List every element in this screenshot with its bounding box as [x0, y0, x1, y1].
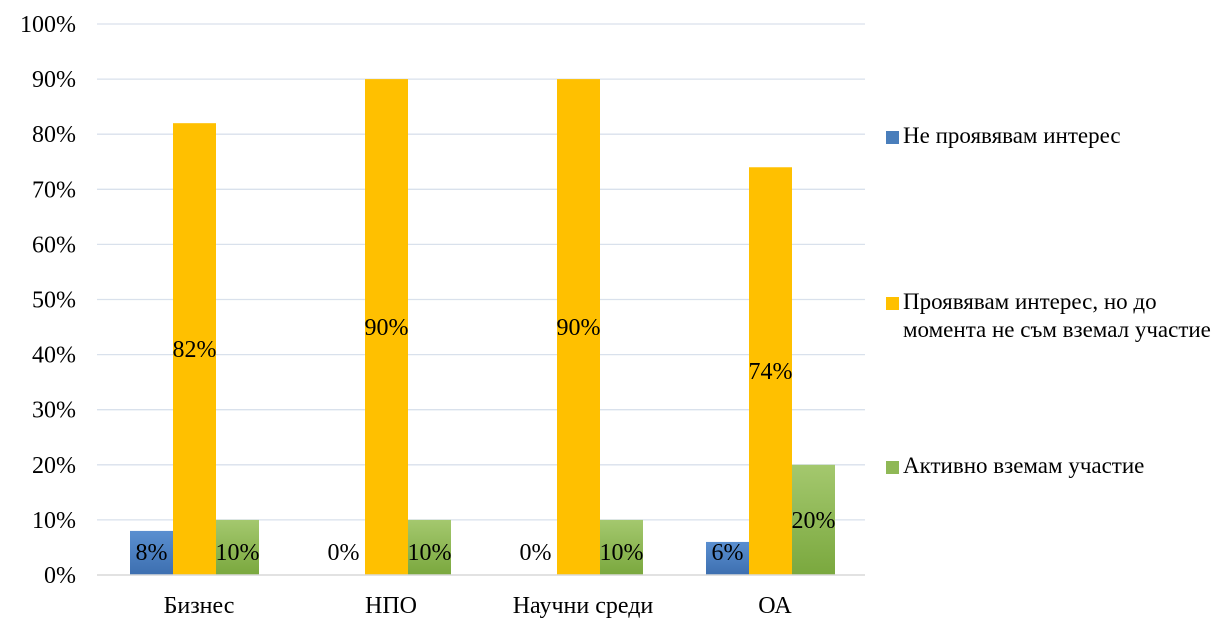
bar — [600, 519, 643, 575]
legend-item-interested[interactable]: Проявявам интерес, но до момента не съм … — [886, 288, 1213, 344]
legend-label: Активно вземам участие — [903, 453, 1145, 478]
legend-swatch-green — [886, 461, 899, 474]
bar — [792, 464, 835, 575]
y-tick-label: 50% — [32, 288, 76, 314]
y-tick-label: 90% — [32, 67, 76, 93]
y-axis: 0% 10% 20% 30% 40% 50% 60% 70% 80% 90% 100% — [20, 12, 76, 589]
y-tick-label: 40% — [32, 343, 76, 369]
y-tick-label: 70% — [32, 177, 76, 203]
y-tick-label: 100% — [20, 12, 76, 38]
data-label: 10% — [216, 540, 260, 566]
bar — [557, 79, 600, 575]
data-label: 82% — [173, 337, 217, 363]
data-label: 20% — [792, 508, 836, 534]
data-label: 0% — [328, 540, 360, 566]
gridlines — [97, 23, 865, 521]
x-tick-label: Научни среди — [513, 593, 654, 619]
legend: Не проявявам интерес Проявявам интерес, … — [886, 0, 1216, 622]
bar — [173, 123, 216, 576]
x-tick-label: НПО — [365, 593, 417, 619]
data-label: 0% — [520, 540, 552, 566]
data-labels: 8% 82% 10% 0% 90% 10% 0% 90% 10% 6% 74% 20% — [136, 315, 836, 566]
y-tick-label: 80% — [32, 122, 76, 148]
x-axis: Бизнес НПО Научни среди ОА — [97, 574, 865, 619]
legend-item-active[interactable]: Активно вземам участие — [886, 452, 1213, 480]
data-label: 90% — [365, 315, 409, 341]
y-tick-label: 60% — [32, 232, 76, 258]
bar — [408, 519, 451, 575]
data-label: 10% — [408, 540, 452, 566]
x-tick-label: Бизнес — [164, 593, 235, 619]
bar-chart: 0% 10% 20% 30% 40% 50% 60% 70% 80% 90% 100% Бизнес… — [20, 12, 865, 619]
legend-label: Не проявявам интерес — [903, 123, 1121, 148]
data-label: 10% — [600, 540, 644, 566]
y-tick-label: 30% — [32, 398, 76, 424]
legend-item-no-interest[interactable]: Не проявявам интерес — [886, 122, 1213, 150]
bar — [749, 167, 792, 575]
data-label: 90% — [557, 315, 601, 341]
data-label: 74% — [749, 359, 793, 385]
y-tick-label: 20% — [32, 453, 76, 479]
data-label: 8% — [136, 540, 168, 566]
y-tick-label: 0% — [44, 563, 76, 589]
bar — [365, 79, 408, 575]
legend-swatch-yellow — [886, 297, 899, 310]
legend-swatch-blue — [886, 131, 899, 144]
bar — [216, 519, 259, 575]
y-tick-label: 10% — [32, 508, 76, 534]
x-tick-label: ОА — [758, 593, 792, 619]
data-label: 6% — [712, 540, 744, 566]
bar — [130, 530, 173, 575]
bars — [130, 79, 835, 576]
bar — [706, 541, 749, 575]
legend-label: Проявявам интерес, но до момента не съм … — [903, 289, 1211, 342]
